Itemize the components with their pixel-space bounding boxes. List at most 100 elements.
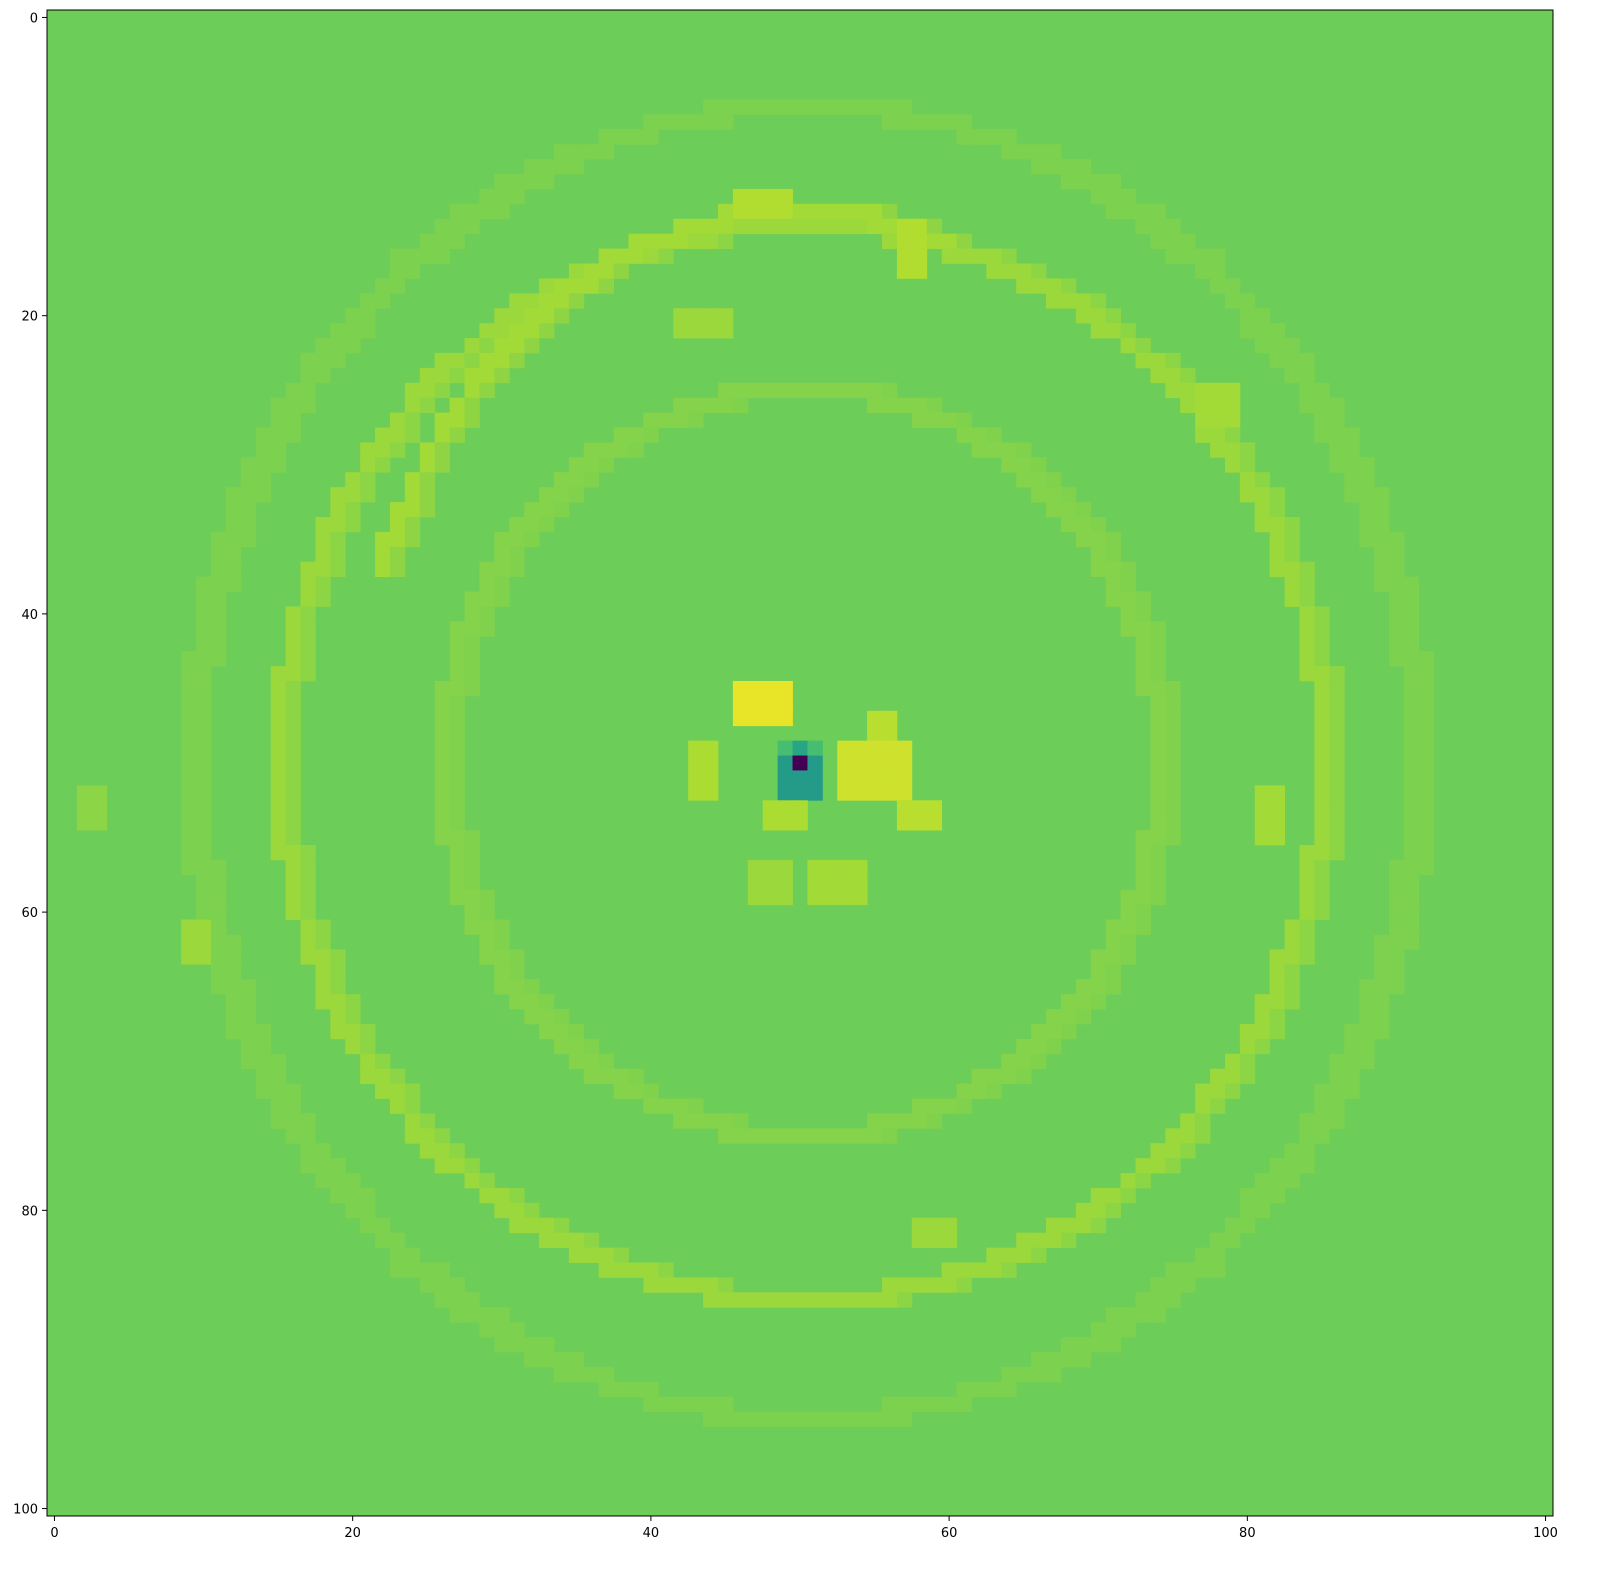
heatmap-cell <box>1224 427 1241 443</box>
heatmap-cell <box>852 1411 868 1427</box>
heatmap-cell <box>1269 487 1285 503</box>
heatmap-cell <box>1374 502 1390 518</box>
heatmap-cell <box>1165 1292 1181 1308</box>
heatmap-cell <box>1001 1262 1017 1278</box>
heatmap-cell <box>419 367 436 384</box>
heatmap-cell <box>181 845 197 861</box>
heatmap-cell <box>1135 591 1151 607</box>
heatmap-cell <box>1239 1053 1256 1070</box>
heatmap-cell <box>225 561 242 578</box>
heatmap-cell <box>1374 949 1390 965</box>
heatmap-cell <box>762 859 779 876</box>
heatmap-cell <box>1120 621 1136 637</box>
heatmap-cell <box>1299 874 1315 891</box>
heatmap-cell <box>419 442 436 458</box>
heatmap-cell <box>196 680 212 697</box>
heatmap-cell <box>539 502 555 518</box>
heatmap-cell <box>360 442 376 458</box>
heatmap-cell <box>1031 1247 1047 1263</box>
heatmap-cell <box>882 203 898 220</box>
heatmap-cell <box>389 1068 406 1084</box>
heatmap-cell <box>196 576 212 592</box>
heatmap-cell <box>1418 785 1435 801</box>
heatmap-cell <box>956 427 972 443</box>
heatmap-cell <box>479 889 495 906</box>
heatmap-cell <box>598 1068 615 1084</box>
heatmap-cell <box>419 1277 436 1293</box>
heatmap-cell <box>1135 1173 1151 1189</box>
heatmap-cell <box>911 218 928 235</box>
heatmap-cell <box>285 725 301 742</box>
heatmap-cell <box>509 1217 525 1234</box>
heatmap-cell <box>1284 516 1300 533</box>
heatmap-cell <box>1374 979 1390 995</box>
heatmap-cell <box>1135 1292 1151 1308</box>
heatmap-cell <box>1299 591 1315 607</box>
heatmap-cell <box>807 889 823 906</box>
heatmap-cell <box>1388 934 1405 950</box>
heatmap-cell <box>1165 740 1181 756</box>
heatmap-cell <box>1105 1202 1121 1219</box>
heatmap-cell <box>1210 248 1226 264</box>
heatmap-cell <box>941 233 957 249</box>
heatmap-cell <box>911 800 928 816</box>
heatmap-cell <box>867 725 883 742</box>
heatmap-cell <box>1388 949 1405 965</box>
heatmap-cell <box>345 516 361 533</box>
heatmap-cell <box>837 889 853 906</box>
heatmap-cell <box>539 1351 555 1368</box>
heatmap-cell <box>404 263 421 279</box>
heatmap-cell <box>1418 680 1435 697</box>
heatmap-cell <box>956 1262 972 1278</box>
heatmap-cell <box>1239 1187 1256 1204</box>
heatmap-cell <box>404 472 421 488</box>
heatmap-cell <box>1105 323 1121 339</box>
heatmap-cell <box>449 889 465 906</box>
heatmap-cell <box>732 218 749 235</box>
heatmap-cell <box>285 740 301 756</box>
heatmap-cell <box>1418 845 1435 861</box>
heatmap-cell <box>1314 1128 1330 1144</box>
heatmap-cell <box>553 472 570 488</box>
heatmap-cell <box>1135 874 1151 891</box>
heatmap-cell <box>583 1232 600 1248</box>
heatmap-cell <box>1001 457 1017 473</box>
heatmap-cell <box>240 1053 257 1070</box>
heatmap-cell <box>434 785 450 801</box>
heatmap-cell <box>300 845 316 861</box>
heatmap-cell <box>449 397 465 413</box>
heatmap-cell <box>1031 1366 1047 1383</box>
heatmap-cell <box>1388 919 1405 935</box>
heatmap-cell <box>434 680 450 697</box>
heatmap-cell <box>867 1411 883 1427</box>
heatmap-cell <box>1135 919 1151 935</box>
heatmap-cell <box>852 1128 868 1144</box>
heatmap-cell <box>658 114 674 130</box>
heatmap-cell <box>1239 442 1256 458</box>
heatmap-cell <box>926 412 943 428</box>
heatmap-cell <box>956 412 972 428</box>
heatmap-cell <box>1046 1009 1062 1025</box>
heatmap-cell <box>285 621 301 637</box>
heatmap-cell <box>225 487 242 503</box>
heatmap-cell <box>1224 382 1241 399</box>
heatmap-cell <box>1031 159 1047 175</box>
heatmap-cell <box>449 352 465 369</box>
heatmap-cell <box>300 651 316 667</box>
heatmap-cell <box>1075 1217 1092 1234</box>
heatmap-cell <box>762 680 779 697</box>
heatmap-cell <box>777 740 793 756</box>
heatmap-cell <box>688 218 704 235</box>
heatmap-cell <box>762 889 779 906</box>
heatmap-cell <box>449 1158 465 1174</box>
heatmap-cell <box>404 1098 421 1114</box>
heatmap-cell <box>1120 338 1136 354</box>
heatmap-cell <box>1299 636 1315 652</box>
heatmap-cell <box>568 1247 585 1263</box>
heatmap-cell <box>434 1128 450 1144</box>
heatmap-cell <box>404 412 421 428</box>
heatmap-cell <box>434 427 450 443</box>
heatmap-cell <box>449 427 465 443</box>
heatmap-cell <box>1254 785 1271 801</box>
heatmap-cell <box>688 1098 704 1114</box>
